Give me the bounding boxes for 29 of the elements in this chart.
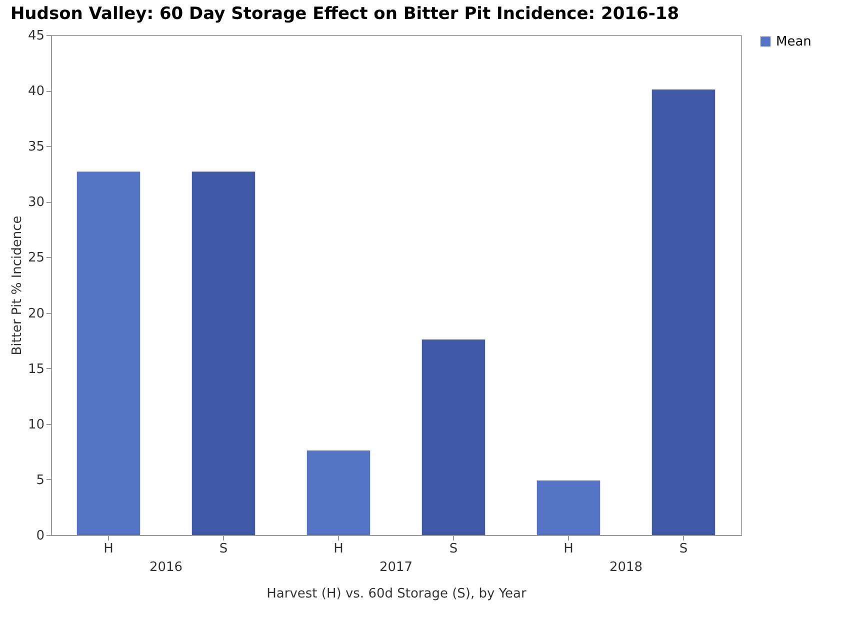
- chart-title: Hudson Valley: 60 Day Storage Effect on Bitter Pit Incidence: 2016-18: [10, 4, 680, 24]
- y-tick-label: 5: [36, 472, 44, 488]
- bar: [192, 172, 256, 535]
- y-axis-title: Bitter Pit % Incidence: [10, 216, 25, 356]
- text: 2016: [149, 560, 183, 575]
- x-tick-label: H: [104, 542, 114, 556]
- x-tick-label: S: [679, 542, 688, 556]
- x-tick-label: S: [449, 542, 458, 556]
- bar: [652, 89, 716, 535]
- y-tick-label: 35: [28, 140, 44, 155]
- text: 2018: [609, 560, 643, 575]
- bar: [76, 172, 140, 535]
- bar: [536, 480, 600, 535]
- bar: [422, 339, 486, 535]
- legend-label: Mean: [776, 34, 812, 50]
- x-axis-title: Harvest (H) vs. 60d Storage (S), by Year: [266, 586, 528, 602]
- y-tick-label: 45: [28, 28, 44, 44]
- y-tick-label: 40: [28, 84, 44, 100]
- y-tick-label: 15: [28, 362, 44, 377]
- y-tick-label: 0: [36, 528, 44, 544]
- bar: [306, 450, 370, 535]
- x-tick-label: H: [564, 542, 574, 556]
- y-tick-label: 10: [28, 417, 44, 432]
- x-tick-label: S: [219, 542, 228, 556]
- y-tick-label: 20: [28, 306, 44, 322]
- y-tick-label: 30: [28, 195, 44, 210]
- y-tick-label: 25: [28, 250, 44, 266]
- x-tick-label: H: [334, 542, 344, 556]
- text: 2017: [379, 560, 413, 575]
